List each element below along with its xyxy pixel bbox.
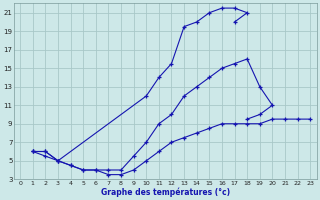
X-axis label: Graphe des températures (°c): Graphe des températures (°c) — [100, 187, 230, 197]
